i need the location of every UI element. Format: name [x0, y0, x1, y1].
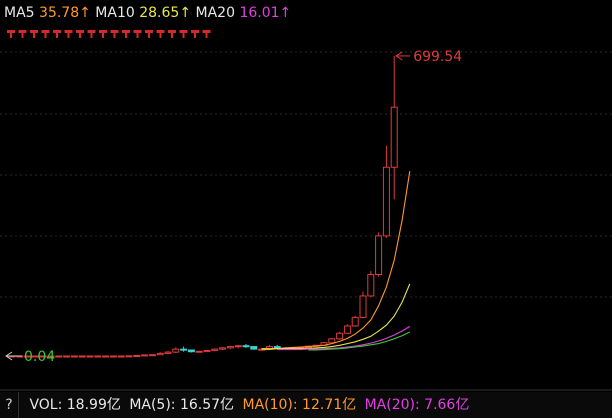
- candle-body: [31, 355, 39, 358]
- limit-up-flag: [156, 30, 165, 38]
- limit-up-flag: [87, 30, 96, 38]
- limit-up-flag: [202, 30, 211, 38]
- candle-body: [211, 348, 219, 351]
- candle-body: [359, 295, 367, 318]
- limit-up-flag: [30, 30, 38, 38]
- limit-up-flag: [179, 30, 188, 38]
- limit-up-flags: [7, 30, 211, 38]
- limit-up-flag: [41, 30, 50, 38]
- candle-body: [351, 316, 359, 327]
- candle-body: [125, 355, 133, 358]
- candle-body: [148, 354, 156, 357]
- ma-line-ma30: [308, 331, 411, 351]
- candle-body: [375, 235, 383, 275]
- limit-up-flag: [7, 30, 15, 38]
- min-price-label: 0.04: [24, 349, 55, 365]
- limit-up-flag: [18, 30, 27, 38]
- candle-body: [242, 345, 250, 348]
- candle-body: [70, 355, 78, 358]
- candle-body: [78, 355, 86, 358]
- limit-up-flag: [110, 30, 119, 38]
- candle-body: [390, 106, 398, 168]
- ma5-value: 35.78↑: [39, 5, 91, 21]
- candle-body: [133, 354, 141, 357]
- candle-body: [234, 345, 242, 348]
- ma10-label: MA10: [95, 5, 135, 21]
- vol-value: VOL: 18.99亿: [29, 397, 121, 413]
- limit-up-flag: [122, 30, 130, 38]
- limit-up-flag: [53, 30, 61, 38]
- candle-body: [117, 355, 125, 358]
- candle-body: [226, 346, 234, 349]
- help-button[interactable]: ?: [0, 392, 19, 418]
- candle-body: [47, 355, 55, 358]
- candle-body: [343, 325, 351, 334]
- candle-body: [39, 355, 47, 358]
- candle-body: [367, 274, 375, 297]
- candle-body: [328, 338, 336, 344]
- candle-body: [195, 350, 203, 353]
- limit-up-flag: [99, 30, 107, 38]
- candlestick-chart: 699.54 0.04: [0, 49, 612, 391]
- ma-line-ma20: [277, 325, 411, 351]
- ma-line-ma10: [261, 283, 411, 350]
- candle-body: [203, 349, 211, 352]
- candle-body: [141, 354, 149, 357]
- candle-body: [336, 332, 344, 340]
- candle-body: [219, 347, 227, 350]
- max-price-label: 699.54: [413, 49, 462, 65]
- limit-up-flag: [191, 30, 199, 38]
- ma-legend: MA5 35.78↑ MA10 28.65↑ MA20 16.01↑: [4, 3, 291, 23]
- vol-ma20-value: MA(20): 7.66亿: [364, 397, 470, 413]
- volume-indicator-bar: ? VOL: 18.99亿 MA(5): 16.57亿 MA(10): 12.7…: [0, 392, 612, 418]
- limit-up-flag: [133, 30, 142, 38]
- limit-up-flag: [64, 30, 73, 38]
- candle-body: [63, 355, 71, 358]
- candle-body: [187, 349, 195, 353]
- candle-body: [250, 346, 258, 350]
- candle-body: [55, 355, 63, 358]
- limit-up-flag: [76, 30, 84, 38]
- candle-body: [172, 348, 180, 353]
- candle-body: [382, 166, 390, 237]
- vol-ma10-value: MA(10): 12.71亿: [242, 397, 357, 413]
- ma20-label: MA20: [195, 5, 235, 21]
- candle-body: [102, 355, 110, 358]
- candle-body: [180, 348, 188, 351]
- vol-ma5-value: MA(5): 16.57亿: [129, 397, 235, 413]
- candle-body: [156, 352, 164, 356]
- ma10-value: 28.65↑: [139, 5, 192, 21]
- limit-up-flag: [145, 30, 153, 38]
- ma20-value: 16.01↑: [239, 5, 292, 21]
- candle-body: [164, 351, 172, 354]
- limit-up-flag: [168, 30, 176, 38]
- candle-body: [94, 355, 102, 358]
- max-arrow-head: [395, 51, 403, 61]
- ma5-label: MA5: [4, 5, 35, 21]
- min-arrow-head: [5, 351, 13, 361]
- candle-body: [109, 355, 117, 358]
- candle-body: [24, 355, 32, 358]
- candle-body: [86, 355, 94, 358]
